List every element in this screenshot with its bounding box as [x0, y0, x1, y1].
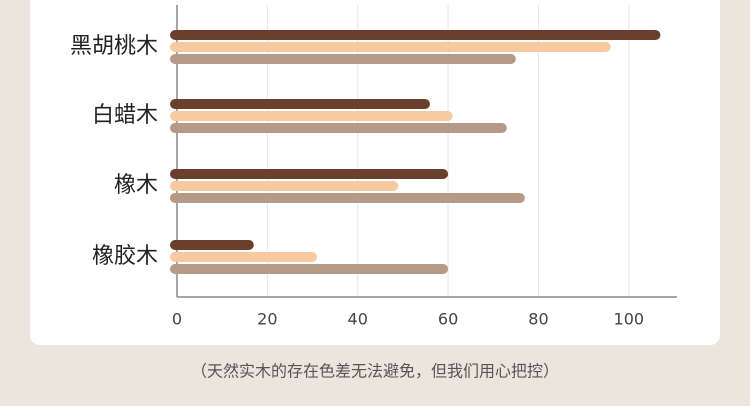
x-tick-label: 60	[438, 310, 458, 329]
bar	[170, 54, 516, 64]
y-tick-label: 橡胶木	[92, 244, 158, 269]
bar	[170, 123, 507, 133]
x-tick-label: 80	[528, 310, 548, 329]
x-tick-label: 100	[614, 310, 645, 329]
y-tick-label: 橡木	[114, 173, 158, 198]
footnote: （天然实木的存在色差无法避免，但我们用心把控）	[191, 362, 559, 381]
x-tick-label: 20	[257, 310, 277, 329]
bar	[170, 111, 453, 121]
bar	[170, 181, 399, 191]
y-tick-label: 黑胡桃木	[70, 34, 158, 59]
bar	[170, 30, 661, 40]
y-tick-label: 白蜡木	[92, 103, 158, 128]
bar	[170, 42, 611, 52]
bar	[170, 193, 525, 203]
bar	[170, 169, 449, 179]
bar	[170, 264, 449, 274]
bar	[170, 99, 431, 109]
x-tick-label: 0	[172, 310, 182, 329]
bar	[170, 240, 254, 250]
bar	[170, 252, 318, 262]
x-tick-label: 40	[348, 310, 368, 329]
